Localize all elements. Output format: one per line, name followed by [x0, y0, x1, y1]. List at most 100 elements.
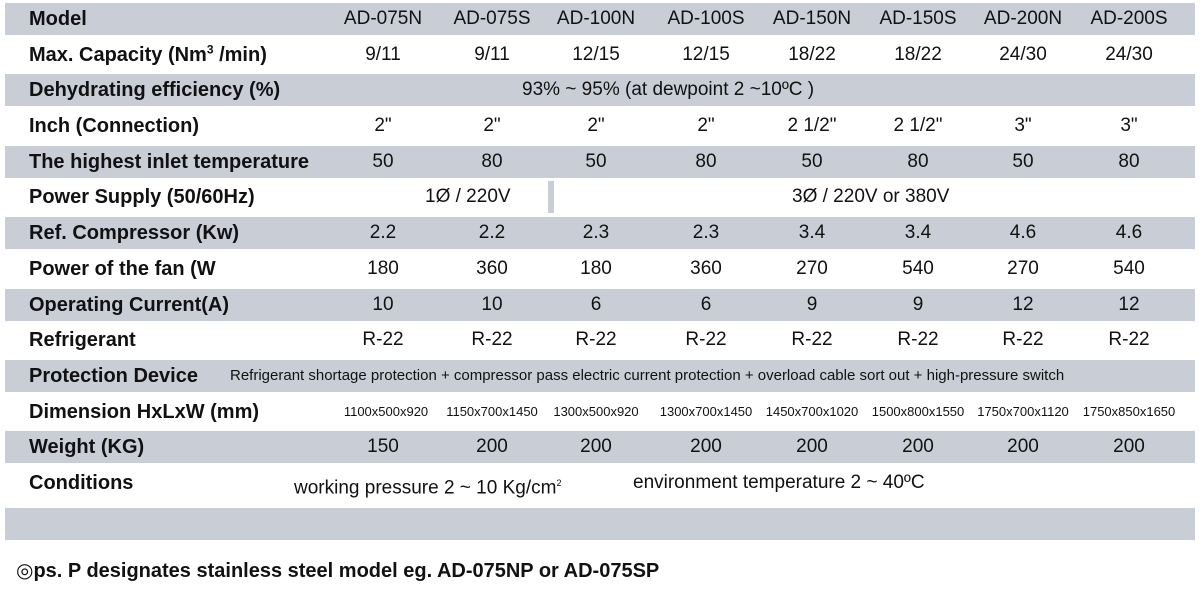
footnote-text: ps. P designates stainless steel model e…: [33, 560, 660, 582]
row-label-model: Model: [29, 8, 87, 30]
protection-value: Refrigerant shortage protection + compre…: [230, 366, 1065, 384]
compressor-cell: 2.2: [369, 222, 397, 244]
capacity-cell: 12/15: [682, 43, 730, 65]
dimension-cell: 1750x850x1650: [1082, 403, 1176, 419]
inlet-temp-cell: 80: [695, 150, 717, 172]
inch-cell: 2 1/2": [893, 115, 943, 137]
fan-power-cell: 180: [580, 257, 612, 279]
refrigerant-cell: R-22: [897, 329, 939, 351]
row-label-conditions: Conditions: [29, 471, 134, 494]
inch-cell: 2": [697, 115, 715, 137]
inch-cell: 3": [1120, 115, 1138, 137]
model-cell: AD-075N: [343, 8, 423, 29]
table-footer-band: [5, 508, 1195, 540]
table-row-current: Operating Current(A) 10 10 6 6 9 9 12 12: [5, 288, 1195, 321]
row-label-dehydrating: Dehydrating efficiency (%): [29, 79, 281, 102]
working-pressure-value: working pressure 2 ~ 10 Kg/cm2: [294, 477, 562, 499]
current-cell: 6: [590, 293, 602, 315]
inch-cell: 2": [587, 115, 605, 137]
compressor-cell: 4.6: [1009, 222, 1037, 244]
environment-temperature-value: environment temperature 2 ~ 40ºC: [633, 471, 925, 493]
capacity-cell: 18/22: [788, 43, 836, 65]
dimension-cell: 1750x700x1120: [977, 403, 1069, 419]
compressor-cell: 2.3: [692, 222, 720, 244]
weight-cell: 200: [476, 436, 508, 458]
column-divider: [548, 181, 554, 214]
fan-power-cell: 180: [367, 257, 399, 279]
capacity-cell: 24/30: [1105, 43, 1153, 65]
fan-power-cell: 270: [1007, 257, 1039, 279]
inlet-temp-cell: 50: [585, 150, 607, 172]
inch-cell: 2": [374, 115, 392, 137]
row-label-compressor: Ref. Compressor (Kw): [29, 222, 240, 245]
dimension-cell: 1300x500x920: [553, 403, 639, 419]
inlet-temp-cell: 50: [372, 150, 394, 172]
refrigerant-cell: R-22: [471, 329, 513, 351]
refrigerant-cell: R-22: [791, 329, 833, 351]
weight-cell: 200: [902, 436, 934, 458]
dehydrating-value: 93% ~ 95% (at dewpoint 2 ~10ºC ): [522, 79, 815, 101]
table-row-protection: Protection Device Refrigerant shortage p…: [5, 359, 1195, 392]
table-row-inch: Inch (Connection) 2" 2" 2" 2" 2 1/2" 2 1…: [5, 110, 1195, 143]
weight-cell: 200: [1113, 436, 1145, 458]
dimension-cell: 1500x800x1550: [871, 403, 965, 419]
fan-power-cell: 540: [902, 257, 934, 279]
model-cell: AD-075S: [453, 8, 531, 29]
capacity-cell: 24/30: [999, 43, 1047, 65]
table-row-power-supply: Power Supply (50/60Hz) 1Ø / 220V 3Ø / 22…: [5, 181, 1195, 214]
current-cell: 10: [372, 293, 394, 315]
table-row-conditions: Conditions working pressure 2 ~ 10 Kg/cm…: [5, 466, 1195, 499]
refrigerant-cell: R-22: [1108, 329, 1150, 351]
table-row-refrigerant: Refrigerant R-22 R-22 R-22 R-22 R-22 R-2…: [5, 324, 1195, 357]
current-cell: 6: [700, 293, 712, 315]
spec-table: Model AD-075N AD-075S AD-100N AD-100S AD…: [5, 3, 1195, 503]
model-cell: AD-150N: [772, 8, 852, 29]
weight-cell: 150: [367, 436, 399, 458]
inlet-temp-cell: 80: [907, 150, 929, 172]
table-row-model: Model AD-075N AD-075S AD-100N AD-100S AD…: [5, 3, 1195, 35]
row-label-capacity: Max. Capacity (Nm3 /min): [29, 42, 267, 66]
row-label-inlet-temperature: The highest inlet temperature: [29, 150, 310, 173]
current-cell: 12: [1012, 293, 1034, 315]
refrigerant-cell: R-22: [685, 329, 727, 351]
fan-power-cell: 540: [1113, 257, 1145, 279]
inlet-temp-cell: 80: [481, 150, 503, 172]
power-supply-three-phase: 3Ø / 220V or 380V: [792, 186, 950, 208]
compressor-cell: 2.2: [478, 222, 506, 244]
row-label-power-supply: Power Supply (50/60Hz): [29, 186, 255, 209]
model-cell: AD-150S: [879, 8, 957, 29]
row-label-protection: Protection Device: [29, 364, 198, 387]
model-cell: AD-200N: [983, 8, 1063, 29]
footnote: ◎ps. P designates stainless steel model …: [16, 558, 659, 583]
table-row-dehydrating: Dehydrating efficiency (%) 93% ~ 95% (at…: [5, 74, 1195, 107]
inch-cell: 2": [483, 115, 501, 137]
fan-power-cell: 270: [796, 257, 828, 279]
compressor-cell: 3.4: [798, 222, 826, 244]
current-cell: 12: [1118, 293, 1140, 315]
weight-cell: 200: [796, 436, 828, 458]
weight-cell: 200: [690, 436, 722, 458]
compressor-cell: 4.6: [1115, 222, 1143, 244]
weight-cell: 200: [580, 436, 612, 458]
inch-cell: 3": [1014, 115, 1032, 137]
model-cell: AD-100N: [556, 8, 636, 29]
row-label-fan-power: Power of the fan (W: [29, 257, 216, 280]
refrigerant-cell: R-22: [575, 329, 617, 351]
compressor-cell: 3.4: [904, 222, 932, 244]
weight-cell: 200: [1007, 436, 1039, 458]
dimension-cell: 1150x700x1450: [446, 403, 538, 419]
row-label-refrigerant: Refrigerant: [29, 329, 136, 352]
row-label-dimension: Dimension HxLxW (mm): [29, 400, 260, 423]
inlet-temp-cell: 50: [801, 150, 823, 172]
model-cell: AD-100S: [667, 8, 745, 29]
table-row-inlet-temperature: The highest inlet temperature 50 80 50 8…: [5, 145, 1195, 178]
capacity-cell: 12/15: [572, 43, 620, 65]
table-row-compressor: Ref. Compressor (Kw) 2.2 2.2 2.3 2.3 3.4…: [5, 217, 1195, 250]
power-supply-single-phase: 1Ø / 220V: [425, 186, 511, 208]
row-label-inch: Inch (Connection): [29, 115, 199, 138]
row-label-current: Operating Current(A): [29, 293, 229, 316]
current-cell: 9: [912, 293, 924, 315]
row-label-weight: Weight (KG): [29, 436, 145, 459]
refrigerant-cell: R-22: [1002, 329, 1044, 351]
table-row-capacity: Max. Capacity (Nm3 /min) 9/11 9/11 12/15…: [5, 38, 1195, 71]
